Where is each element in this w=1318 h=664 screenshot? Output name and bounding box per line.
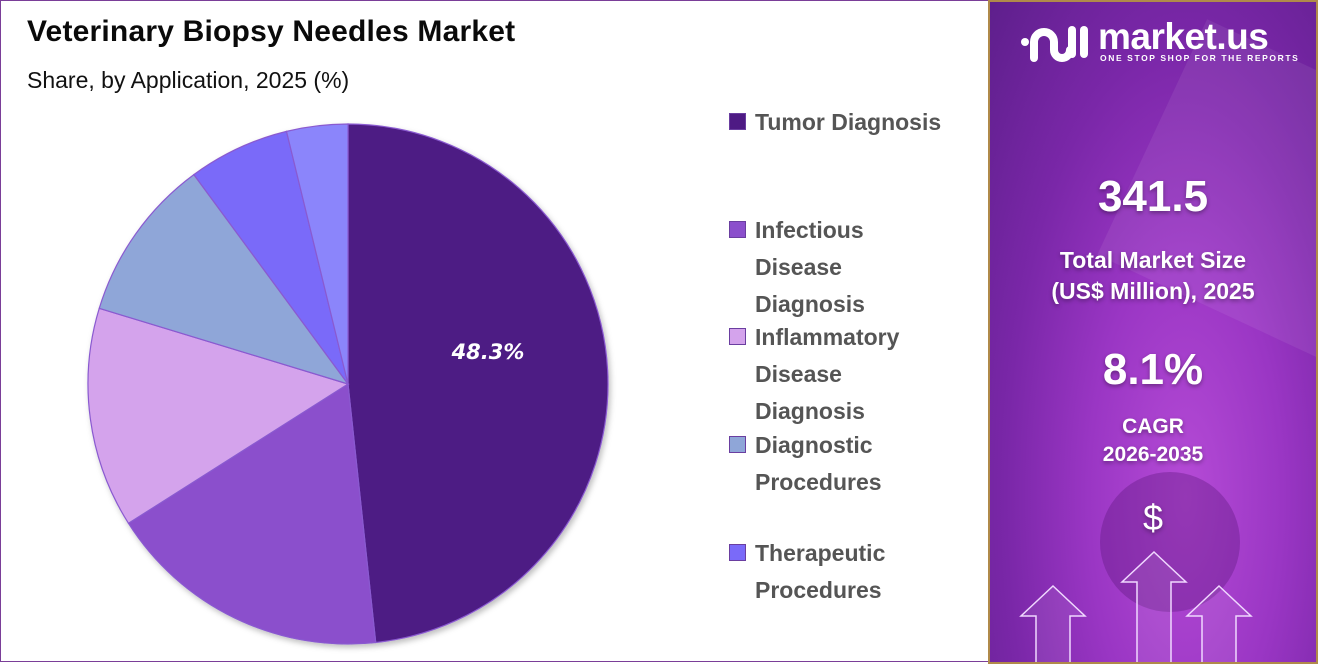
market-size-label: (US$ Million), 2025 — [1051, 278, 1255, 304]
summary-sidebar: market.us ONE STOP SHOP FOR THE REPORTS … — [988, 0, 1318, 664]
legend-label: Disease — [755, 361, 842, 387]
legend-swatch — [729, 113, 746, 130]
legend-swatch — [729, 221, 746, 238]
legend-label: Tumor Diagnosis — [755, 109, 942, 135]
brand-logo: market.us ONE STOP SHOP FOR THE REPORTS — [1020, 16, 1298, 68]
cagr-label: CAGR — [1122, 415, 1184, 438]
brand-name: market.us — [1098, 16, 1269, 57]
chart-panel: Veterinary Biopsy Needles Market Share, … — [0, 0, 988, 662]
legend-swatch — [729, 328, 746, 345]
pie-slice-tumor-diagnosis — [347, 123, 609, 644]
legend-swatch — [729, 436, 746, 453]
pie-slice-other — [285, 123, 349, 385]
legend-label: Diagnosis — [755, 291, 865, 317]
legend-label: Diagnosis — [755, 398, 865, 424]
market-size-label: Total Market Size — [1059, 247, 1247, 273]
market-us-logo-icon — [1021, 26, 1088, 62]
legend-label: Disease — [755, 254, 842, 280]
pie-slice-infectious-disease-diagnosis — [127, 382, 377, 645]
legend-item-inflammatory: Inflammatory Disease Diagnosis — [729, 319, 975, 430]
legend-item-diagnostic: Diagnostic Procedures — [729, 427, 975, 501]
legend-item-infectious: Infectious Disease Diagnosis — [729, 212, 975, 323]
legend-label: Inflammatory — [755, 324, 900, 350]
legend-label: Therapeutic — [755, 540, 886, 566]
legend-label: Procedures — [755, 577, 882, 603]
slice-label-tumor: 48.3% — [451, 340, 525, 364]
cagr-value: 8.1% — [1102, 345, 1204, 394]
legend-label: Diagnostic — [755, 432, 873, 458]
legend-swatch — [729, 544, 746, 561]
growth-arrows-icon — [1019, 550, 1253, 662]
pie-slice-inflammatory-disease-diagnosis — [87, 307, 350, 525]
legend-label: Procedures — [755, 469, 882, 495]
market-size-value: 341.5 — [1097, 172, 1209, 221]
pie-slice-diagnostic-procedures — [98, 173, 350, 386]
pie-chart: 48.3% — [87, 123, 609, 645]
legend-item-therapeutic: Therapeutic Procedures — [729, 535, 975, 609]
brand-tagline: ONE STOP SHOP FOR THE REPORTS — [1100, 53, 1300, 63]
chart-title: Veterinary Biopsy Needles Market — [27, 15, 516, 48]
chart-subtitle: Share, by Application, 2025 (%) — [27, 67, 350, 93]
legend-label: Infectious — [755, 217, 864, 243]
dollar-icon: $ — [1142, 497, 1164, 538]
legend-item-tumor: Tumor Diagnosis — [729, 104, 975, 141]
cagr-period: 2026-2035 — [1102, 443, 1204, 466]
